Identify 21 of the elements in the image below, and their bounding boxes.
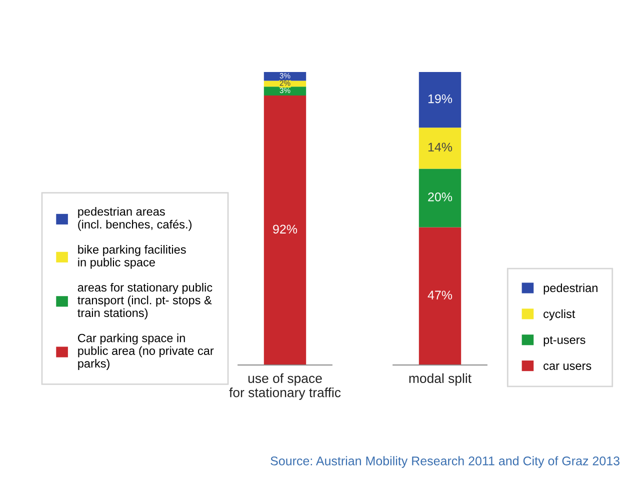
bar [418,227,462,365]
source-note: Source: Austrian Mobility Research 2011 and City of Graz 2013 [270,456,620,468]
bar [418,168,462,228]
legend-label: Car parking space in public area (no private car parks) [78,334,214,370]
legend-label: pedestrian areas (incl. benches, cafés.) [78,207,192,231]
data-label: 20% [428,192,452,202]
legend-label: bike parking facilities in public space [78,245,186,269]
bar [418,128,462,169]
legend-label: pt-users [544,336,586,346]
bar [264,95,306,365]
legend-label: areas for stationary public transport (incl. pt- stops & train stations) [78,282,212,320]
legend-label: car users [544,364,592,370]
x-tick-label: use of space for stationary traffic [229,373,341,400]
data-label: 14% [428,142,452,152]
data-label: 47% [428,290,452,300]
data-label: 92% [273,224,298,234]
data-label: 19% [428,94,452,104]
legend-label: pedestrian [544,283,598,294]
x-tick-label: modal split [409,373,472,386]
legend-label: cyclist [544,309,576,320]
bar [418,72,462,128]
